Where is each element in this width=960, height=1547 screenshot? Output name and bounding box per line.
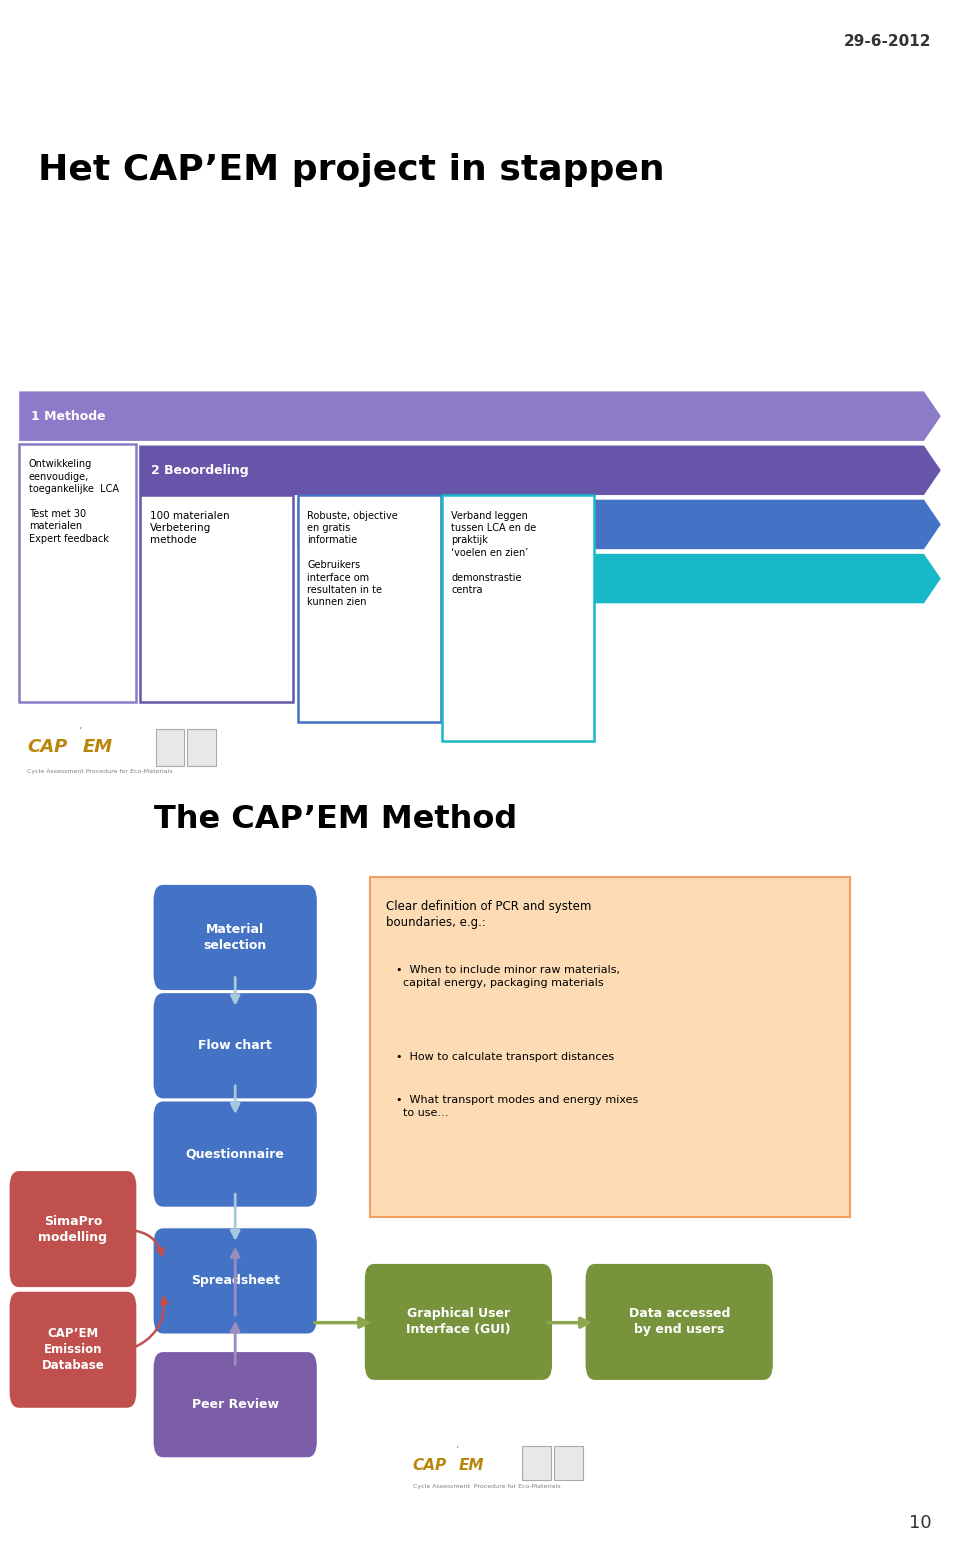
Text: EM: EM bbox=[459, 1457, 485, 1473]
Text: The CAP’EM Method: The CAP’EM Method bbox=[154, 804, 516, 835]
FancyBboxPatch shape bbox=[554, 1446, 583, 1480]
FancyBboxPatch shape bbox=[370, 877, 850, 1217]
FancyBboxPatch shape bbox=[154, 885, 317, 990]
Text: Verband leggen
tussen LCA en de
praktijk
‘voelen en zien’

demonstrastie
centra: Verband leggen tussen LCA en de praktijk… bbox=[451, 511, 537, 596]
FancyBboxPatch shape bbox=[19, 444, 136, 702]
Text: •  When to include minor raw materials,
  capital energy, packaging materials: • When to include minor raw materials, c… bbox=[396, 965, 619, 987]
FancyBboxPatch shape bbox=[298, 495, 441, 722]
Text: •  What transport modes and energy mixes
  to use…: • What transport modes and energy mixes … bbox=[396, 1095, 637, 1117]
FancyBboxPatch shape bbox=[10, 1171, 136, 1287]
Text: 29-6-2012: 29-6-2012 bbox=[844, 34, 931, 50]
Text: Cycle Assessment  Procedure for Eco-Materials: Cycle Assessment Procedure for Eco-Mater… bbox=[413, 1484, 561, 1488]
Text: SimaPro
modelling: SimaPro modelling bbox=[38, 1214, 108, 1244]
Text: •  How to calculate transport distances: • How to calculate transport distances bbox=[396, 1052, 613, 1061]
Text: CAP’EM
Emission
Database: CAP’EM Emission Database bbox=[41, 1327, 105, 1372]
Text: Peer Review: Peer Review bbox=[192, 1398, 278, 1411]
FancyBboxPatch shape bbox=[156, 729, 184, 766]
Text: CAP: CAP bbox=[413, 1457, 447, 1473]
Text: Graphical User
Interface (GUI): Graphical User Interface (GUI) bbox=[406, 1307, 511, 1337]
FancyBboxPatch shape bbox=[154, 1101, 317, 1207]
FancyBboxPatch shape bbox=[442, 495, 594, 741]
Text: Het CAP’EM project in stappen: Het CAP’EM project in stappen bbox=[38, 153, 665, 187]
FancyBboxPatch shape bbox=[154, 993, 317, 1098]
Polygon shape bbox=[139, 446, 941, 495]
Text: Ontwikkeling
eenvoudige,
toegankelijke  LCA

Test met 30
materialen
Expert feedb: Ontwikkeling eenvoudige, toegankelijke L… bbox=[29, 459, 119, 545]
Text: ’: ’ bbox=[78, 727, 82, 736]
FancyBboxPatch shape bbox=[586, 1264, 773, 1380]
Text: 3 Informeren: 3 Informeren bbox=[309, 518, 400, 531]
Text: Flow chart: Flow chart bbox=[199, 1040, 272, 1052]
FancyBboxPatch shape bbox=[154, 1352, 317, 1457]
FancyBboxPatch shape bbox=[187, 729, 216, 766]
Text: Cycle Assessment Procedure for Eco-Materials: Cycle Assessment Procedure for Eco-Mater… bbox=[27, 769, 173, 774]
Text: Robuste, objective
en gratis
informatie

Gebruikers
interface om
resultaten in t: Robuste, objective en gratis informatie … bbox=[307, 511, 398, 608]
FancyBboxPatch shape bbox=[10, 1292, 136, 1408]
FancyBboxPatch shape bbox=[365, 1264, 552, 1380]
Text: Questionnaire: Questionnaire bbox=[186, 1148, 284, 1160]
FancyBboxPatch shape bbox=[522, 1446, 551, 1480]
Text: 10: 10 bbox=[908, 1513, 931, 1532]
Text: Clear definition of PCR and system
boundaries, e.g.:: Clear definition of PCR and system bound… bbox=[386, 900, 591, 930]
Text: 4 Demonstreren: 4 Demonstreren bbox=[453, 572, 566, 585]
Text: 2 Beoordeling: 2 Beoordeling bbox=[151, 464, 249, 476]
Text: 1 Methode: 1 Methode bbox=[31, 410, 106, 422]
Polygon shape bbox=[19, 391, 941, 441]
FancyBboxPatch shape bbox=[140, 495, 293, 702]
FancyBboxPatch shape bbox=[154, 1228, 317, 1334]
Polygon shape bbox=[442, 554, 941, 603]
Text: CAP: CAP bbox=[27, 738, 67, 756]
Text: 100 materialen
Verbetering
methode: 100 materialen Verbetering methode bbox=[150, 511, 229, 545]
Text: Data accessed
by end users: Data accessed by end users bbox=[629, 1307, 730, 1337]
Text: EM: EM bbox=[83, 738, 112, 756]
Text: ’: ’ bbox=[455, 1446, 458, 1456]
Polygon shape bbox=[298, 500, 941, 549]
Text: Spreadsheet: Spreadsheet bbox=[191, 1275, 279, 1287]
Text: Material
selection: Material selection bbox=[204, 924, 267, 951]
